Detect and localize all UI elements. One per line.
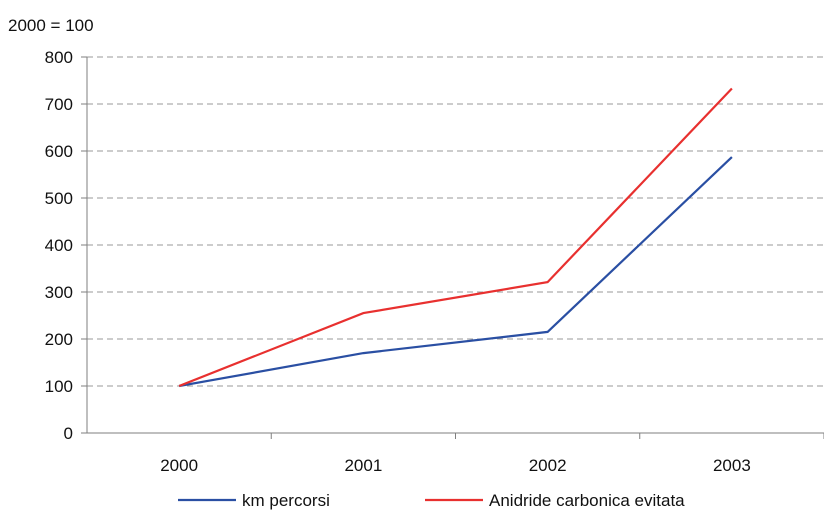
series-line-1 bbox=[179, 157, 732, 386]
y-tick-label: 200 bbox=[45, 330, 73, 349]
y-tick-label: 400 bbox=[45, 236, 73, 255]
x-tick-label: 2000 bbox=[160, 456, 198, 475]
axes: 0 100 200 300 400 500 600 700 800 2000 2001 2002 200… bbox=[45, 48, 824, 475]
x-tick-label: 2002 bbox=[529, 456, 567, 475]
legend-label: km percorsi bbox=[242, 491, 330, 510]
y-tick-label: 100 bbox=[45, 377, 73, 396]
y-tick-label: 0 bbox=[64, 424, 73, 443]
series-lines bbox=[179, 88, 732, 386]
y-tick-label: 700 bbox=[45, 95, 73, 114]
x-tick-label: 2003 bbox=[713, 456, 751, 475]
unit-label: 2000 = 100 bbox=[8, 16, 94, 35]
y-tick-label: 300 bbox=[45, 283, 73, 302]
x-tick-label: 2001 bbox=[344, 456, 382, 475]
y-tick-label: 500 bbox=[45, 189, 73, 208]
y-tick-label: 600 bbox=[45, 142, 73, 161]
legend-label: Anidride carbonica evitata bbox=[489, 491, 685, 510]
legend: km percorsi Anidride carbonica evitata bbox=[178, 491, 685, 510]
y-tick-label: 800 bbox=[45, 48, 73, 67]
